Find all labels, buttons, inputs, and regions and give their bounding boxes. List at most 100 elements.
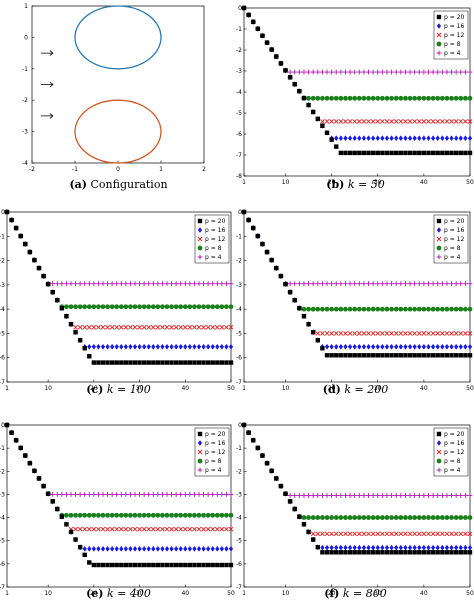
data-point <box>389 119 394 124</box>
data-point <box>338 515 344 520</box>
caption-b-math: k = 50 <box>347 178 385 191</box>
data-point <box>187 512 193 518</box>
data-point <box>435 69 441 75</box>
data-point <box>426 331 431 336</box>
data-point <box>435 531 441 537</box>
data-point <box>375 544 380 551</box>
data-point <box>297 88 302 94</box>
x-tick-label: -1 <box>72 166 78 173</box>
data-point <box>315 116 320 122</box>
data-point <box>421 353 427 358</box>
data-point <box>201 343 206 350</box>
data-point <box>287 281 293 287</box>
data-point <box>82 325 88 330</box>
data-point <box>458 306 464 312</box>
data-point <box>123 281 129 287</box>
data-point <box>458 281 464 287</box>
data-point <box>196 512 202 518</box>
data-point <box>210 492 216 497</box>
data-point <box>141 492 147 497</box>
data-point <box>407 150 413 156</box>
data-point <box>96 343 101 350</box>
x-tick-label: 10 <box>44 590 52 597</box>
legend-marker <box>436 458 442 464</box>
data-point <box>398 69 404 75</box>
data-point <box>384 550 390 555</box>
data-point <box>426 135 431 141</box>
data-point <box>449 550 454 555</box>
data-point <box>454 135 459 141</box>
data-point <box>64 512 69 518</box>
data-point <box>297 305 302 311</box>
data-point <box>347 135 353 141</box>
data-point <box>123 562 129 568</box>
data-point <box>389 343 394 350</box>
data-point <box>343 331 348 336</box>
plot-k200: 1 10 20 30 40 500-1-2-3-4-5-6-7p = 20p = 16p … <box>236 209 474 392</box>
data-point <box>393 281 399 287</box>
circle-top <box>74 5 162 70</box>
data-point <box>310 330 316 335</box>
data-point <box>356 331 362 336</box>
axes-frame <box>6 424 232 588</box>
data-point <box>444 95 450 101</box>
data-point <box>417 544 422 551</box>
data-point <box>329 306 335 312</box>
data-point <box>375 69 381 75</box>
caption-f: (f) k = 800 <box>237 587 474 600</box>
data-point <box>118 526 124 532</box>
data-point <box>403 119 408 124</box>
data-point <box>426 306 431 312</box>
data-point <box>407 331 413 336</box>
data-point <box>426 515 431 520</box>
data-point <box>278 483 284 489</box>
x-tick-label: 30 <box>136 590 144 597</box>
x-tick-label: 10 <box>44 385 52 392</box>
data-point <box>347 331 353 336</box>
data-point <box>389 95 394 101</box>
legend-label: p = 16 <box>444 227 464 234</box>
caption-d-letter: (d) <box>322 383 341 396</box>
data-point <box>96 562 101 568</box>
data-point <box>306 322 311 327</box>
data-point <box>187 526 193 532</box>
data-point <box>453 531 459 537</box>
data-point <box>219 325 225 330</box>
data-point <box>292 82 297 87</box>
data-point <box>91 546 96 552</box>
data-point <box>50 492 56 497</box>
data-point <box>343 306 348 312</box>
data-point <box>119 562 124 568</box>
data-point <box>379 493 385 498</box>
data-point <box>274 476 279 481</box>
data-point <box>393 69 399 75</box>
series-p20 <box>241 422 473 555</box>
data-point <box>361 550 367 555</box>
data-point <box>210 343 215 350</box>
data-point <box>361 544 367 551</box>
data-point <box>241 422 247 428</box>
data-point <box>403 544 408 551</box>
data-point <box>173 325 179 330</box>
data-point <box>371 343 376 350</box>
data-point <box>394 353 399 358</box>
data-point <box>146 512 152 518</box>
data-point <box>164 360 170 365</box>
data-point <box>169 492 174 497</box>
data-point <box>384 493 390 498</box>
data-point <box>375 95 381 101</box>
data-point <box>137 546 142 552</box>
data-point <box>187 304 193 310</box>
data-point <box>274 265 279 271</box>
data-point <box>287 493 293 498</box>
data-point <box>366 150 371 156</box>
data-point <box>54 492 60 497</box>
data-point <box>114 512 120 518</box>
data-point <box>32 257 37 263</box>
legend-marker <box>436 23 442 29</box>
data-point <box>178 512 184 518</box>
data-point <box>453 119 459 124</box>
data-point <box>214 492 220 497</box>
data-point <box>449 331 454 336</box>
